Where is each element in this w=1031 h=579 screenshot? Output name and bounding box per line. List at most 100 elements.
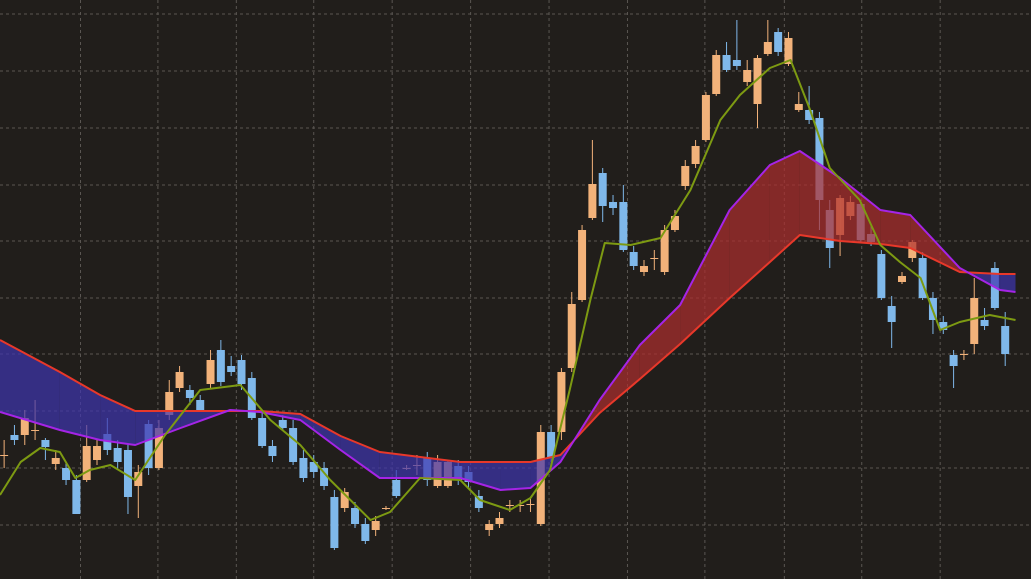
candle-body [567,304,576,368]
candle-body [629,252,638,266]
candle-body [381,508,390,509]
cloud-fill [769,151,800,262]
cloud-fill [639,305,681,379]
candle-body [41,440,50,447]
candle-body [918,258,927,298]
cloud-fill [880,210,911,248]
candle-body [175,372,184,388]
candle-body [774,32,783,52]
lines [0,59,1016,521]
candle-body [299,458,308,478]
candle-body [123,450,132,497]
candle-body [939,322,948,330]
candle-body [619,202,628,250]
candle-body [206,360,215,384]
candle-body [154,428,163,468]
cloud-fill [729,165,770,298]
cloud-fill [799,151,841,241]
candle-body [505,505,514,506]
candle-body [753,58,762,104]
candle-body [701,95,710,140]
candle-body [320,468,329,486]
candle-body [526,504,535,505]
candle-body [691,146,700,164]
candle-body [547,432,556,458]
candle-body [763,42,772,54]
candle-body [660,230,669,272]
candle-body [351,508,360,524]
candle-body [1001,326,1010,354]
candle-body [330,497,339,548]
candle-body [309,462,318,472]
cloud-fill [59,372,101,440]
cloud-fill [460,462,501,490]
candle-body [557,372,566,432]
candle-body [196,400,205,410]
cloud-fill [0,340,60,430]
candle-body [516,505,525,506]
candle-body [227,366,236,372]
candle-body [113,448,122,462]
candle-body [10,435,19,440]
candle-body [959,354,968,355]
cloud-fill [599,345,640,413]
candle-body [650,258,659,259]
candle-body [670,216,679,230]
candle-body [681,166,690,186]
candle-body [20,418,29,435]
candle-body [578,230,587,300]
candle-body [392,480,401,496]
cloud-fill [135,411,181,445]
candle-body [31,430,40,431]
candle-body [72,480,81,514]
cloud-fill [300,414,341,450]
candle-body [371,521,380,530]
candle-body [0,455,9,456]
candle-body [794,104,803,110]
candle-body [268,446,277,456]
candle-body [732,60,741,66]
cloud-fill [379,452,461,478]
candle-body [970,298,979,344]
candle-body [289,428,298,462]
candle-body [237,360,246,384]
candle-body [51,458,60,464]
line-series [0,234,1016,463]
candle-body [258,418,267,446]
candle-body [639,266,648,272]
candle-body [887,306,896,322]
cloud-fill [530,455,561,488]
candle-body [743,70,752,82]
candle-body [815,118,824,200]
candle-body [361,524,370,541]
candle-body [877,254,886,298]
candle-body [62,468,71,480]
candle-body [278,420,287,428]
candle-body [340,492,349,508]
cloud-fill [340,436,380,478]
candle-body [712,55,721,94]
candle-body [805,110,814,120]
cloud-fill [840,178,881,244]
candle-body [485,524,494,530]
candle-body [216,350,225,382]
candle-body [722,55,731,70]
candle-body [165,392,174,415]
candle-body [949,355,958,366]
candle-body [495,518,504,524]
candle-body [144,424,153,468]
cloud-fill [1000,274,1016,292]
candle-body [93,446,102,460]
candle-body [609,202,618,208]
candle-body [185,390,194,398]
candle-body [474,496,483,508]
candle-body [588,184,597,218]
candle-body [980,320,989,326]
candle-body [897,276,906,282]
candle-body [134,472,143,486]
candle-body [82,446,91,480]
